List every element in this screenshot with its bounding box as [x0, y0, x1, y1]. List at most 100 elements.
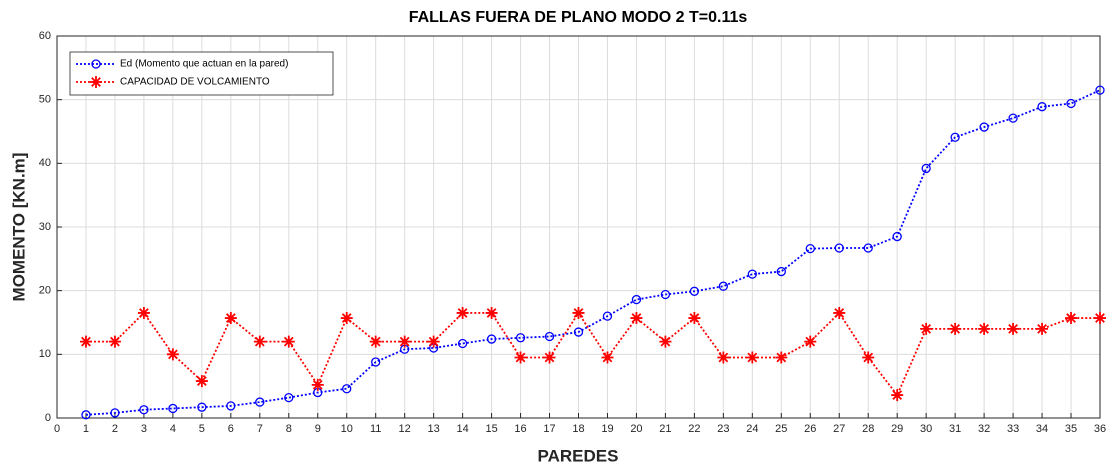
x-tick-label: 30	[920, 423, 932, 435]
marker	[166, 348, 179, 361]
y-tick-label: 40	[39, 157, 51, 169]
marker	[369, 335, 382, 348]
marker	[572, 306, 585, 319]
y-tick-label: 20	[39, 285, 51, 297]
marker	[601, 351, 614, 364]
marker	[255, 397, 265, 407]
x-tick-label: 12	[399, 423, 411, 435]
x-tick-label: 36	[1094, 423, 1106, 435]
x-tick-label: 34	[1036, 423, 1048, 435]
x-tick-label: 29	[891, 423, 903, 435]
marker	[892, 231, 902, 242]
x-tick-label: 14	[456, 423, 468, 435]
marker	[833, 306, 846, 319]
plot-area	[56, 35, 1101, 419]
marker	[1008, 113, 1018, 123]
marker	[891, 389, 904, 402]
x-tick-label: 22	[688, 423, 700, 435]
x-tick-label: 23	[717, 423, 729, 435]
marker	[398, 335, 411, 348]
marker	[456, 306, 469, 319]
marker	[863, 243, 873, 253]
marker	[1036, 322, 1049, 335]
y-tick-label: 30	[39, 221, 51, 233]
x-tick-label: 20	[630, 423, 642, 435]
legend-box	[69, 51, 334, 96]
x-tick-label: 5	[199, 423, 205, 435]
marker	[90, 76, 102, 88]
marker	[137, 306, 150, 319]
x-axis-label: PAREDES	[538, 446, 619, 465]
chart-title: FALLAS FUERA DE PLANO MODO 2 T=0.11s	[409, 9, 748, 26]
x-tick-label: 35	[1065, 423, 1077, 435]
marker	[978, 322, 991, 335]
x-tick-label: 31	[949, 423, 961, 435]
marker	[284, 392, 294, 403]
x-tick-label: 7	[257, 423, 263, 435]
x-tick-label: 4	[170, 423, 176, 435]
marker	[920, 322, 933, 335]
marker	[514, 351, 527, 364]
marker	[253, 335, 266, 348]
marker	[195, 375, 208, 388]
marker	[81, 410, 91, 420]
marker	[979, 122, 989, 132]
marker	[573, 327, 584, 337]
x-tick-label: 8	[286, 423, 292, 435]
marker	[776, 266, 786, 277]
x-tick-label: 25	[775, 423, 787, 435]
marker	[659, 335, 672, 348]
y-tick-label: 50	[39, 94, 51, 106]
marker	[834, 243, 844, 253]
series-line	[85, 89, 1101, 416]
marker	[342, 384, 352, 394]
marker	[197, 402, 207, 412]
marker	[371, 357, 381, 367]
x-tick-label: 0	[54, 423, 60, 435]
x-tick-label: 17	[543, 423, 555, 435]
marker	[139, 405, 149, 415]
marker	[340, 312, 353, 325]
y-tick-label: 60	[39, 30, 51, 42]
marker	[91, 59, 101, 69]
marker	[630, 312, 643, 325]
marker	[282, 335, 295, 348]
marker	[775, 351, 788, 364]
x-tick-label: 21	[659, 423, 671, 435]
x-tick-label: 1	[83, 423, 89, 435]
marker	[1066, 98, 1076, 109]
marker	[226, 401, 236, 411]
marker	[688, 312, 701, 325]
marker	[747, 269, 757, 279]
marker	[746, 351, 759, 364]
marker	[1007, 322, 1020, 335]
marker	[108, 335, 121, 348]
x-tick-label: 18	[572, 423, 584, 435]
x-tick-label: 24	[746, 423, 758, 435]
x-tick-label: 10	[341, 423, 353, 435]
x-tick-label: 9	[315, 423, 321, 435]
marker	[631, 294, 642, 305]
marker	[804, 335, 817, 348]
x-tick-label: 19	[601, 423, 613, 435]
x-tick-label: 3	[141, 423, 147, 435]
x-tick-label: 15	[485, 423, 497, 435]
marker	[1094, 312, 1106, 325]
marker	[485, 306, 498, 319]
legend-label: CAPACIDAD DE VOLCAMIENTO	[120, 77, 270, 88]
series-line	[85, 311, 1100, 397]
x-tick-label: 11	[370, 423, 381, 435]
marker	[717, 351, 730, 364]
marker	[718, 281, 729, 291]
marker	[805, 243, 815, 254]
x-tick-label: 28	[862, 423, 874, 435]
marker	[949, 322, 962, 335]
marker	[224, 312, 237, 325]
marker	[1065, 312, 1078, 325]
y-tick-label: 10	[39, 348, 51, 360]
marker	[689, 286, 700, 296]
y-tick-label: 0	[45, 412, 51, 424]
marker	[311, 378, 324, 391]
marker	[427, 335, 440, 348]
